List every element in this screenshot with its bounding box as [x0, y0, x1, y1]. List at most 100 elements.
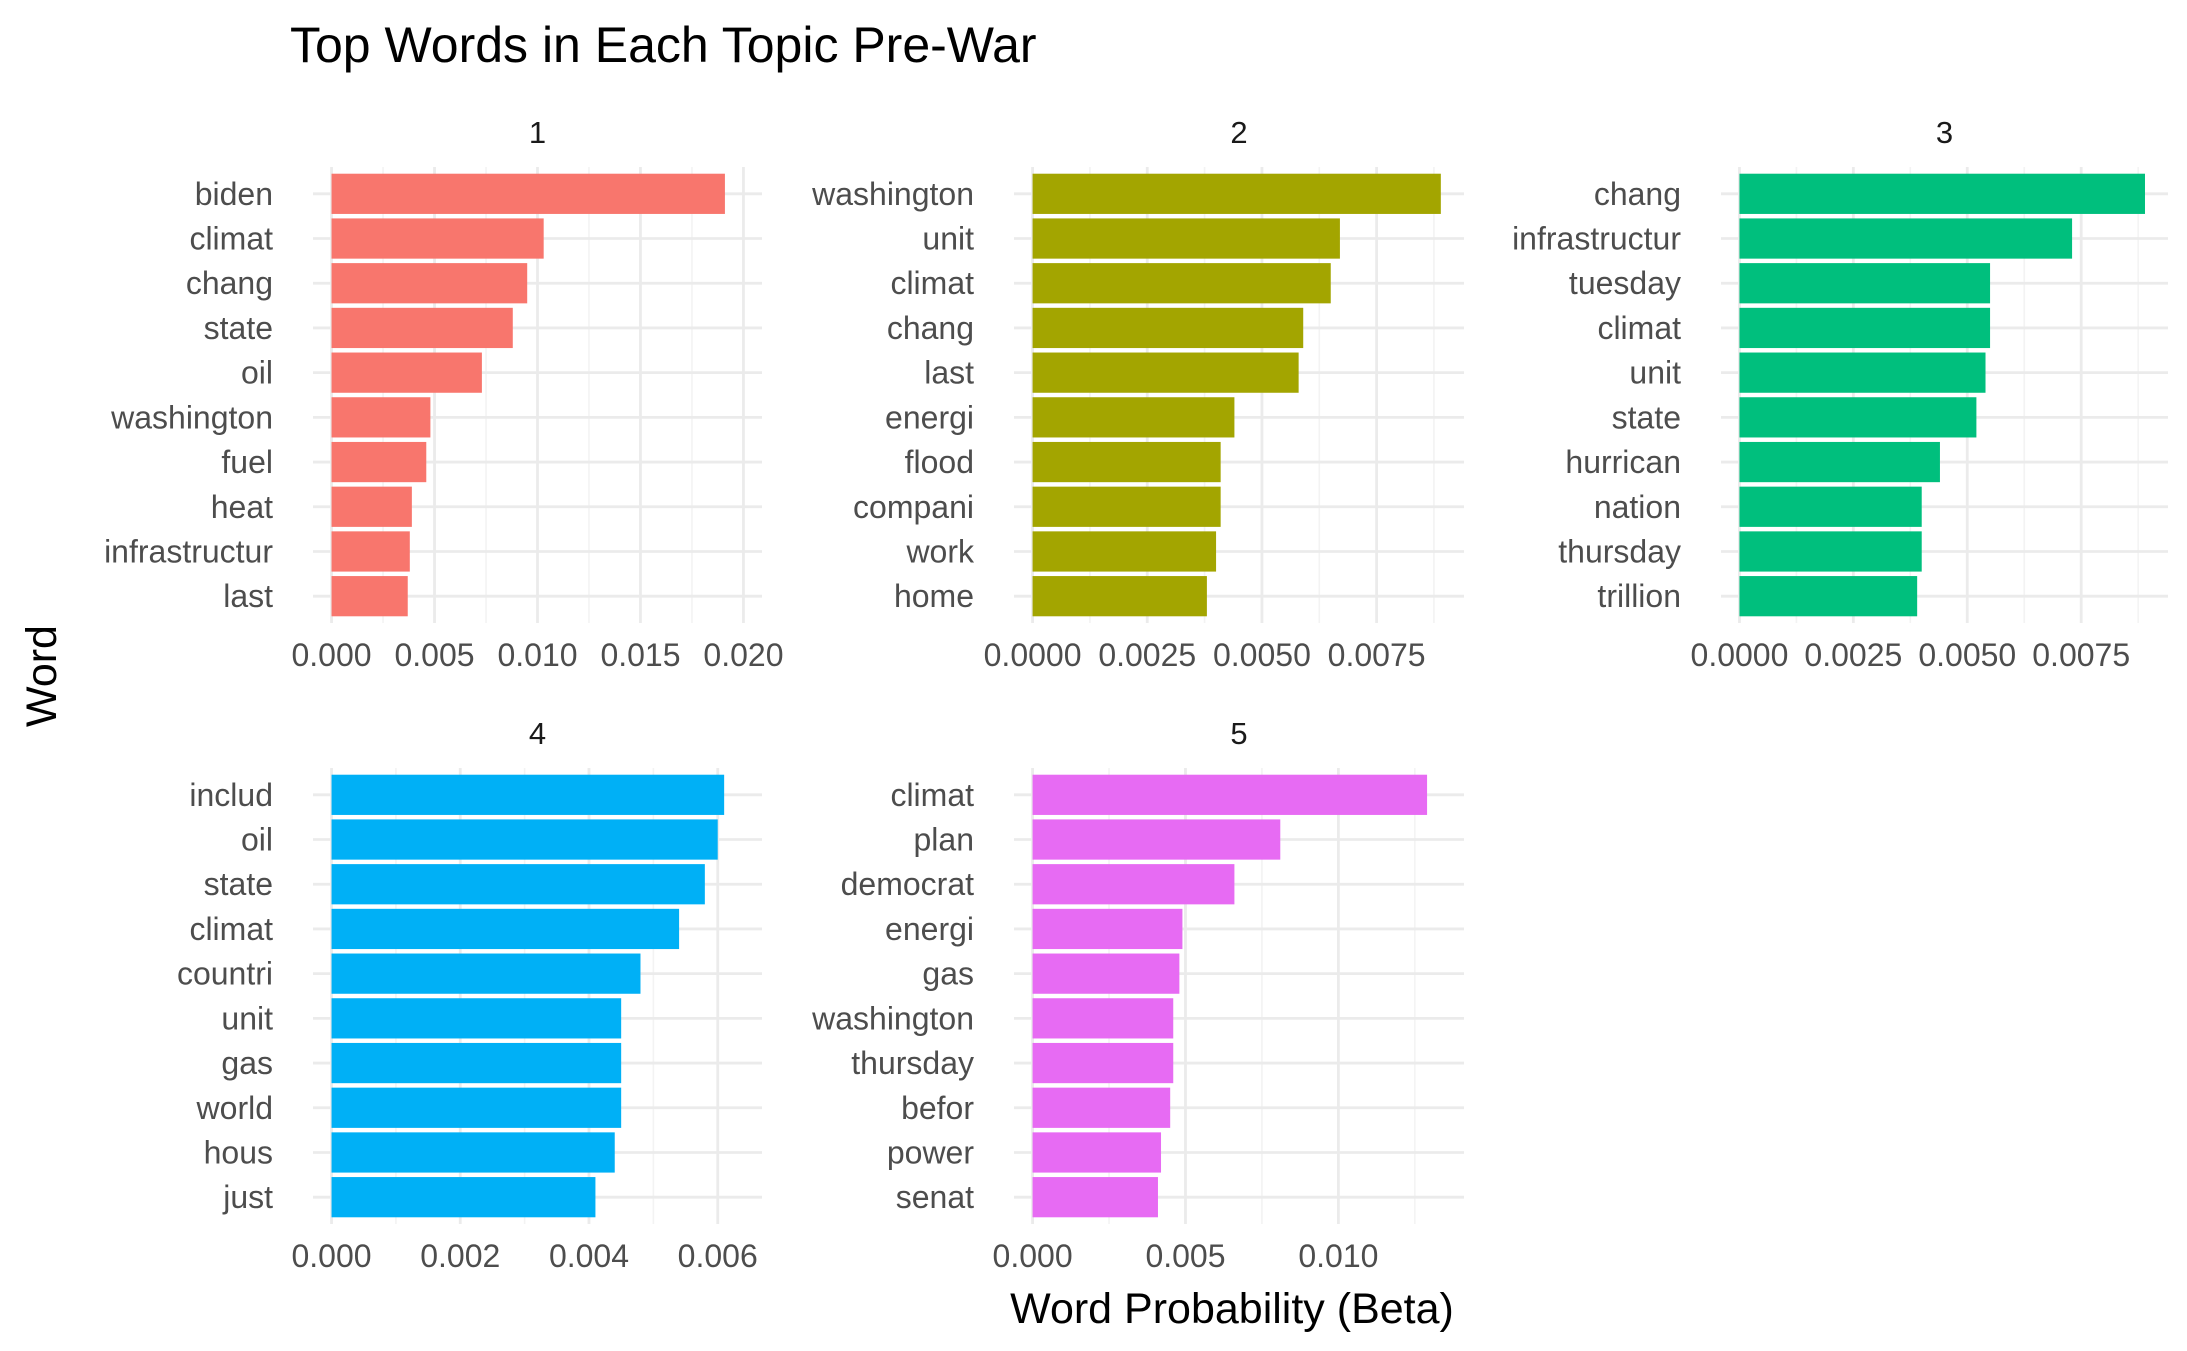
- y-tick-label: state: [1612, 399, 1681, 435]
- x-tick-label: 0.000: [291, 637, 371, 673]
- bar-energi: [1032, 397, 1235, 438]
- bar-infrastructur: [1739, 218, 2073, 259]
- bar-gas: [331, 1042, 622, 1084]
- bar-senat: [1032, 1177, 1158, 1218]
- x-tick-label: 0.005: [1145, 1238, 1225, 1274]
- x-tick-label: 0.010: [1298, 1238, 1378, 1274]
- y-tick-label: senat: [896, 1179, 974, 1215]
- bar-countri: [331, 953, 641, 994]
- bar-hous: [331, 1132, 615, 1173]
- y-tick-label: befor: [901, 1090, 974, 1126]
- bar-home: [1032, 576, 1207, 617]
- bar-biden: [331, 173, 725, 214]
- y-tick-label: just: [222, 1179, 273, 1215]
- bar-washington: [1032, 173, 1441, 214]
- y-axis-title: Word: [18, 625, 66, 727]
- facet-panel-4: includ oil state climat countri unit gas world h…: [177, 716, 762, 1274]
- bar-fuel: [331, 441, 427, 483]
- bar-plan: [1032, 819, 1281, 860]
- x-tick-label: 0.005: [394, 637, 474, 673]
- bar-hurrican: [1739, 441, 1940, 483]
- facet-panel-2: washington unit climat chang last energi flood…: [811, 115, 1464, 673]
- y-tick-label: climat: [890, 777, 974, 813]
- y-tick-label: energi: [885, 399, 974, 435]
- bar-oil: [331, 819, 718, 860]
- facet-strip-label: 5: [1230, 716, 1247, 751]
- y-tick-label: nation: [1594, 489, 1681, 525]
- facet-panel-5: climat plan democrat energi gas washington thu…: [811, 716, 1464, 1274]
- y-tick-label: compani: [853, 489, 974, 525]
- x-tick-label: 0.0000: [1691, 637, 1789, 673]
- x-tick-label: 0.015: [600, 637, 680, 673]
- y-tick-label: thursday: [1558, 533, 1681, 569]
- bar-chang: [1739, 173, 2145, 214]
- x-tick-label: 0.000: [291, 1238, 371, 1274]
- y-tick-label: chang: [186, 265, 273, 301]
- bar-heat: [331, 486, 412, 527]
- y-tick-label: trillion: [1597, 578, 1681, 614]
- x-tick-label: 0.0050: [1213, 637, 1311, 673]
- y-tick-label: power: [887, 1134, 975, 1170]
- y-tick-label: washington: [811, 176, 974, 212]
- chart-title: Top Words in Each Topic Pre-War: [290, 17, 1037, 73]
- bar-power: [1032, 1132, 1162, 1173]
- facet-strip-label: 2: [1230, 115, 1247, 150]
- bar-washington: [1032, 998, 1174, 1039]
- x-tick-label: 0.006: [678, 1238, 758, 1274]
- bar-chang: [331, 263, 528, 304]
- bar-includ: [331, 774, 725, 815]
- bar-energi: [1032, 908, 1183, 950]
- y-tick-label: climat: [189, 911, 273, 947]
- bar-flood: [1032, 441, 1221, 483]
- y-tick-label: hous: [204, 1134, 273, 1170]
- x-axis-title: Word Probability (Beta): [1010, 1285, 1454, 1333]
- facet-panel-1: biden climat chang state oil washington fuel he…: [104, 115, 783, 673]
- x-tick-label: 0.0075: [1328, 637, 1426, 673]
- y-tick-label: unit: [1629, 355, 1681, 391]
- y-tick-label: home: [894, 578, 974, 614]
- y-tick-label: flood: [905, 444, 974, 480]
- x-tick-label: 0.002: [420, 1238, 500, 1274]
- bar-trillion: [1739, 576, 1918, 617]
- bar-thursday: [1739, 531, 1922, 572]
- y-tick-label: climat: [189, 221, 273, 257]
- y-tick-label: world: [196, 1090, 273, 1126]
- bar-oil: [331, 352, 482, 393]
- x-tick-label: 0.0050: [1918, 637, 2016, 673]
- y-tick-label: plan: [914, 822, 975, 858]
- x-tick-label: 0.000: [993, 1238, 1073, 1274]
- bar-compani: [1032, 486, 1221, 527]
- y-tick-label: gas: [922, 956, 974, 992]
- y-tick-label: oil: [241, 355, 273, 391]
- bar-climat: [1032, 774, 1428, 815]
- y-tick-label: gas: [221, 1045, 273, 1081]
- x-tick-label: 0.020: [703, 637, 783, 673]
- bar-gas: [1032, 953, 1180, 994]
- x-tick-label: 0.0075: [2032, 637, 2130, 673]
- y-tick-label: heat: [211, 489, 273, 525]
- bar-climat: [331, 908, 680, 950]
- facet-strip-label: 1: [529, 115, 546, 150]
- bar-unit: [1739, 352, 1986, 393]
- y-tick-label: biden: [195, 176, 273, 212]
- facet-panel-3: chang infrastructur tuesday climat unit state…: [1512, 115, 2168, 673]
- bar-state: [331, 864, 705, 905]
- bar-washington: [331, 397, 431, 438]
- bar-nation: [1739, 486, 1922, 527]
- bar-just: [331, 1177, 596, 1218]
- y-tick-label: climat: [1597, 310, 1681, 346]
- bar-state: [1739, 397, 1977, 438]
- y-tick-label: last: [924, 355, 974, 391]
- y-tick-label: unit: [221, 1000, 273, 1036]
- bar-climat: [1032, 263, 1331, 304]
- facet-strip-label: 3: [1936, 115, 1953, 150]
- x-tick-label: 0.010: [497, 637, 577, 673]
- bar-work: [1032, 531, 1217, 572]
- bar-befor: [1032, 1087, 1171, 1128]
- bar-tuesday: [1739, 263, 1991, 304]
- y-tick-label: chang: [1594, 176, 1681, 212]
- y-tick-label: includ: [189, 777, 273, 813]
- bar-world: [331, 1087, 622, 1128]
- y-tick-label: thursday: [851, 1045, 974, 1081]
